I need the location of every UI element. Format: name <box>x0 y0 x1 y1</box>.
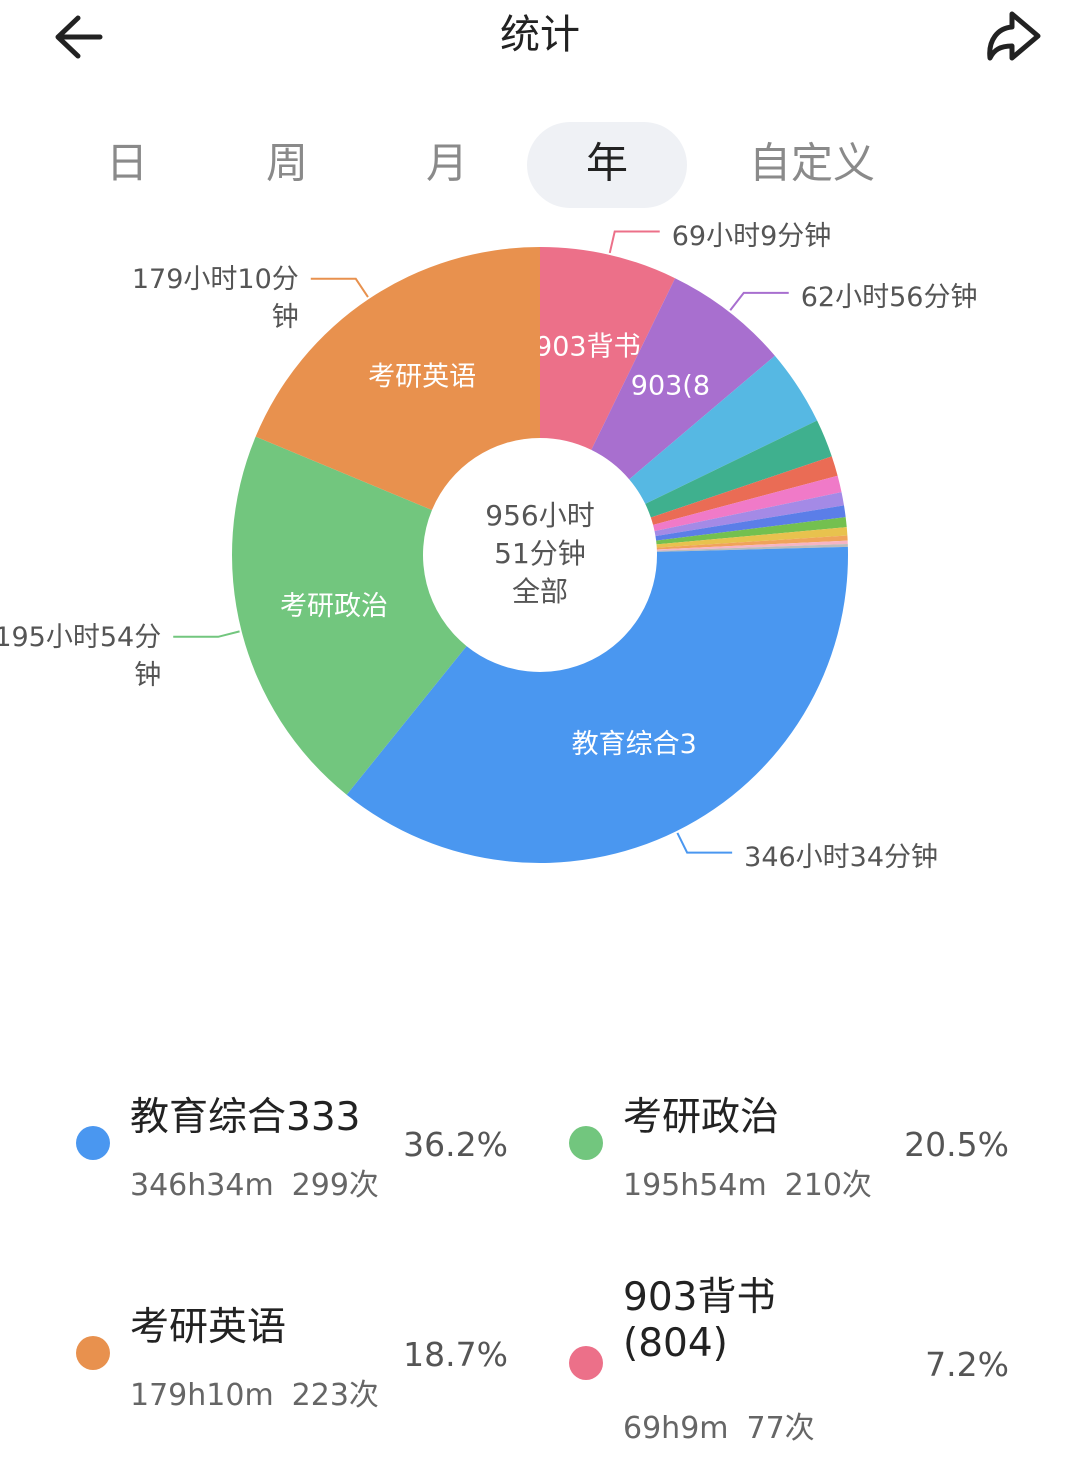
donut-slice <box>629 355 818 504</box>
legend-dot <box>76 1336 110 1370</box>
legend-name: 考研英语 <box>130 1305 287 1350</box>
legend-time: 195h54m <box>623 1168 767 1203</box>
legend-item[interactable]: 903背书(804) 69h9m 77次 7.2% <box>569 1275 1009 1484</box>
legend-count: 299次 <box>291 1168 379 1203</box>
leader-line <box>608 230 660 254</box>
legend-count: 210次 <box>784 1168 872 1203</box>
legend-name: 903背书(804) <box>623 1275 776 1366</box>
legend-count: 223次 <box>291 1378 379 1413</box>
donut-slice <box>656 535 848 550</box>
donut-slice <box>346 546 848 864</box>
legend-dot <box>569 1346 603 1380</box>
donut-slice <box>255 247 541 511</box>
value-label: 179小时10分钟 <box>131 263 299 333</box>
legend-time: 69h9m <box>623 1411 729 1446</box>
donut-slice <box>650 456 838 525</box>
leader-line <box>310 277 369 298</box>
legend-item[interactable]: 考研政治 195h54m 210次 20.5% <box>569 1090 1009 1290</box>
back-button[interactable] <box>55 15 103 59</box>
legend-stats: 69h9m 77次 <box>623 1403 815 1447</box>
center-label: 51分钟 <box>494 537 586 570</box>
leader-line <box>173 630 240 638</box>
value-label: 69小时9分钟 <box>671 220 832 252</box>
legend-count: 77次 <box>746 1411 815 1446</box>
donut-slice <box>656 540 848 551</box>
legend-item[interactable]: 教育综合333 346h34m 299次 36.2% <box>76 1090 516 1290</box>
tab[interactable]: 周 <box>266 139 308 188</box>
legend-stats: 346h34m 299次 <box>130 1160 379 1204</box>
share-button[interactable] <box>987 11 1041 61</box>
donut-slice <box>654 492 844 537</box>
legend-name: 教育综合333 <box>130 1095 361 1140</box>
leader-line <box>676 832 733 854</box>
tab[interactable]: 日 <box>106 139 148 188</box>
leader-line <box>729 291 789 311</box>
legend-item[interactable]: 考研英语 179h10m 223次 18.7% <box>76 1300 516 1484</box>
legend-dot <box>76 1126 110 1160</box>
legend-percent: 20.5% <box>904 1125 1009 1164</box>
donut-slice <box>232 436 467 795</box>
donut-slice <box>653 475 842 532</box>
legend-percent: 18.7% <box>403 1335 508 1374</box>
center-label: 全部 <box>512 575 568 608</box>
tab[interactable]: 自定义 <box>749 139 875 188</box>
tab[interactable]: 年 <box>586 139 628 188</box>
donut-slice <box>655 505 846 541</box>
legend-stats: 195h54m 210次 <box>623 1160 872 1204</box>
legend-stats: 179h10m 223次 <box>130 1370 379 1414</box>
donut-slice <box>656 527 848 548</box>
legend-name: 考研政治 <box>623 1095 780 1140</box>
tab[interactable]: 月 <box>426 139 468 188</box>
slice-label: 教育综合3 <box>572 729 697 760</box>
slice-label: 考研英语 <box>368 362 476 393</box>
value-label: 346小时34分钟 <box>744 841 939 873</box>
donut-slice <box>656 543 848 552</box>
slice-label: 考研政治 <box>280 591 388 622</box>
slice-label: 903背书 <box>535 331 641 362</box>
legend-percent: 36.2% <box>403 1125 508 1164</box>
value-label: 195小时54分钟 <box>0 621 162 691</box>
legend-dot <box>569 1126 603 1160</box>
slice-label: 903(8 <box>631 371 710 402</box>
legend-time: 346h34m <box>130 1168 274 1203</box>
legend-time: 179h10m <box>130 1378 274 1413</box>
tab-highlight <box>527 122 687 208</box>
legend-percent: 7.2% <box>925 1345 1009 1384</box>
value-label: 62小时56分钟 <box>800 281 978 313</box>
donut-slice <box>540 247 676 450</box>
center-label: 956小时 <box>485 499 594 532</box>
donut-slice <box>591 278 775 480</box>
donut-slice <box>656 517 847 545</box>
page-title: 统计 <box>500 12 580 58</box>
donut-slice <box>645 420 832 518</box>
